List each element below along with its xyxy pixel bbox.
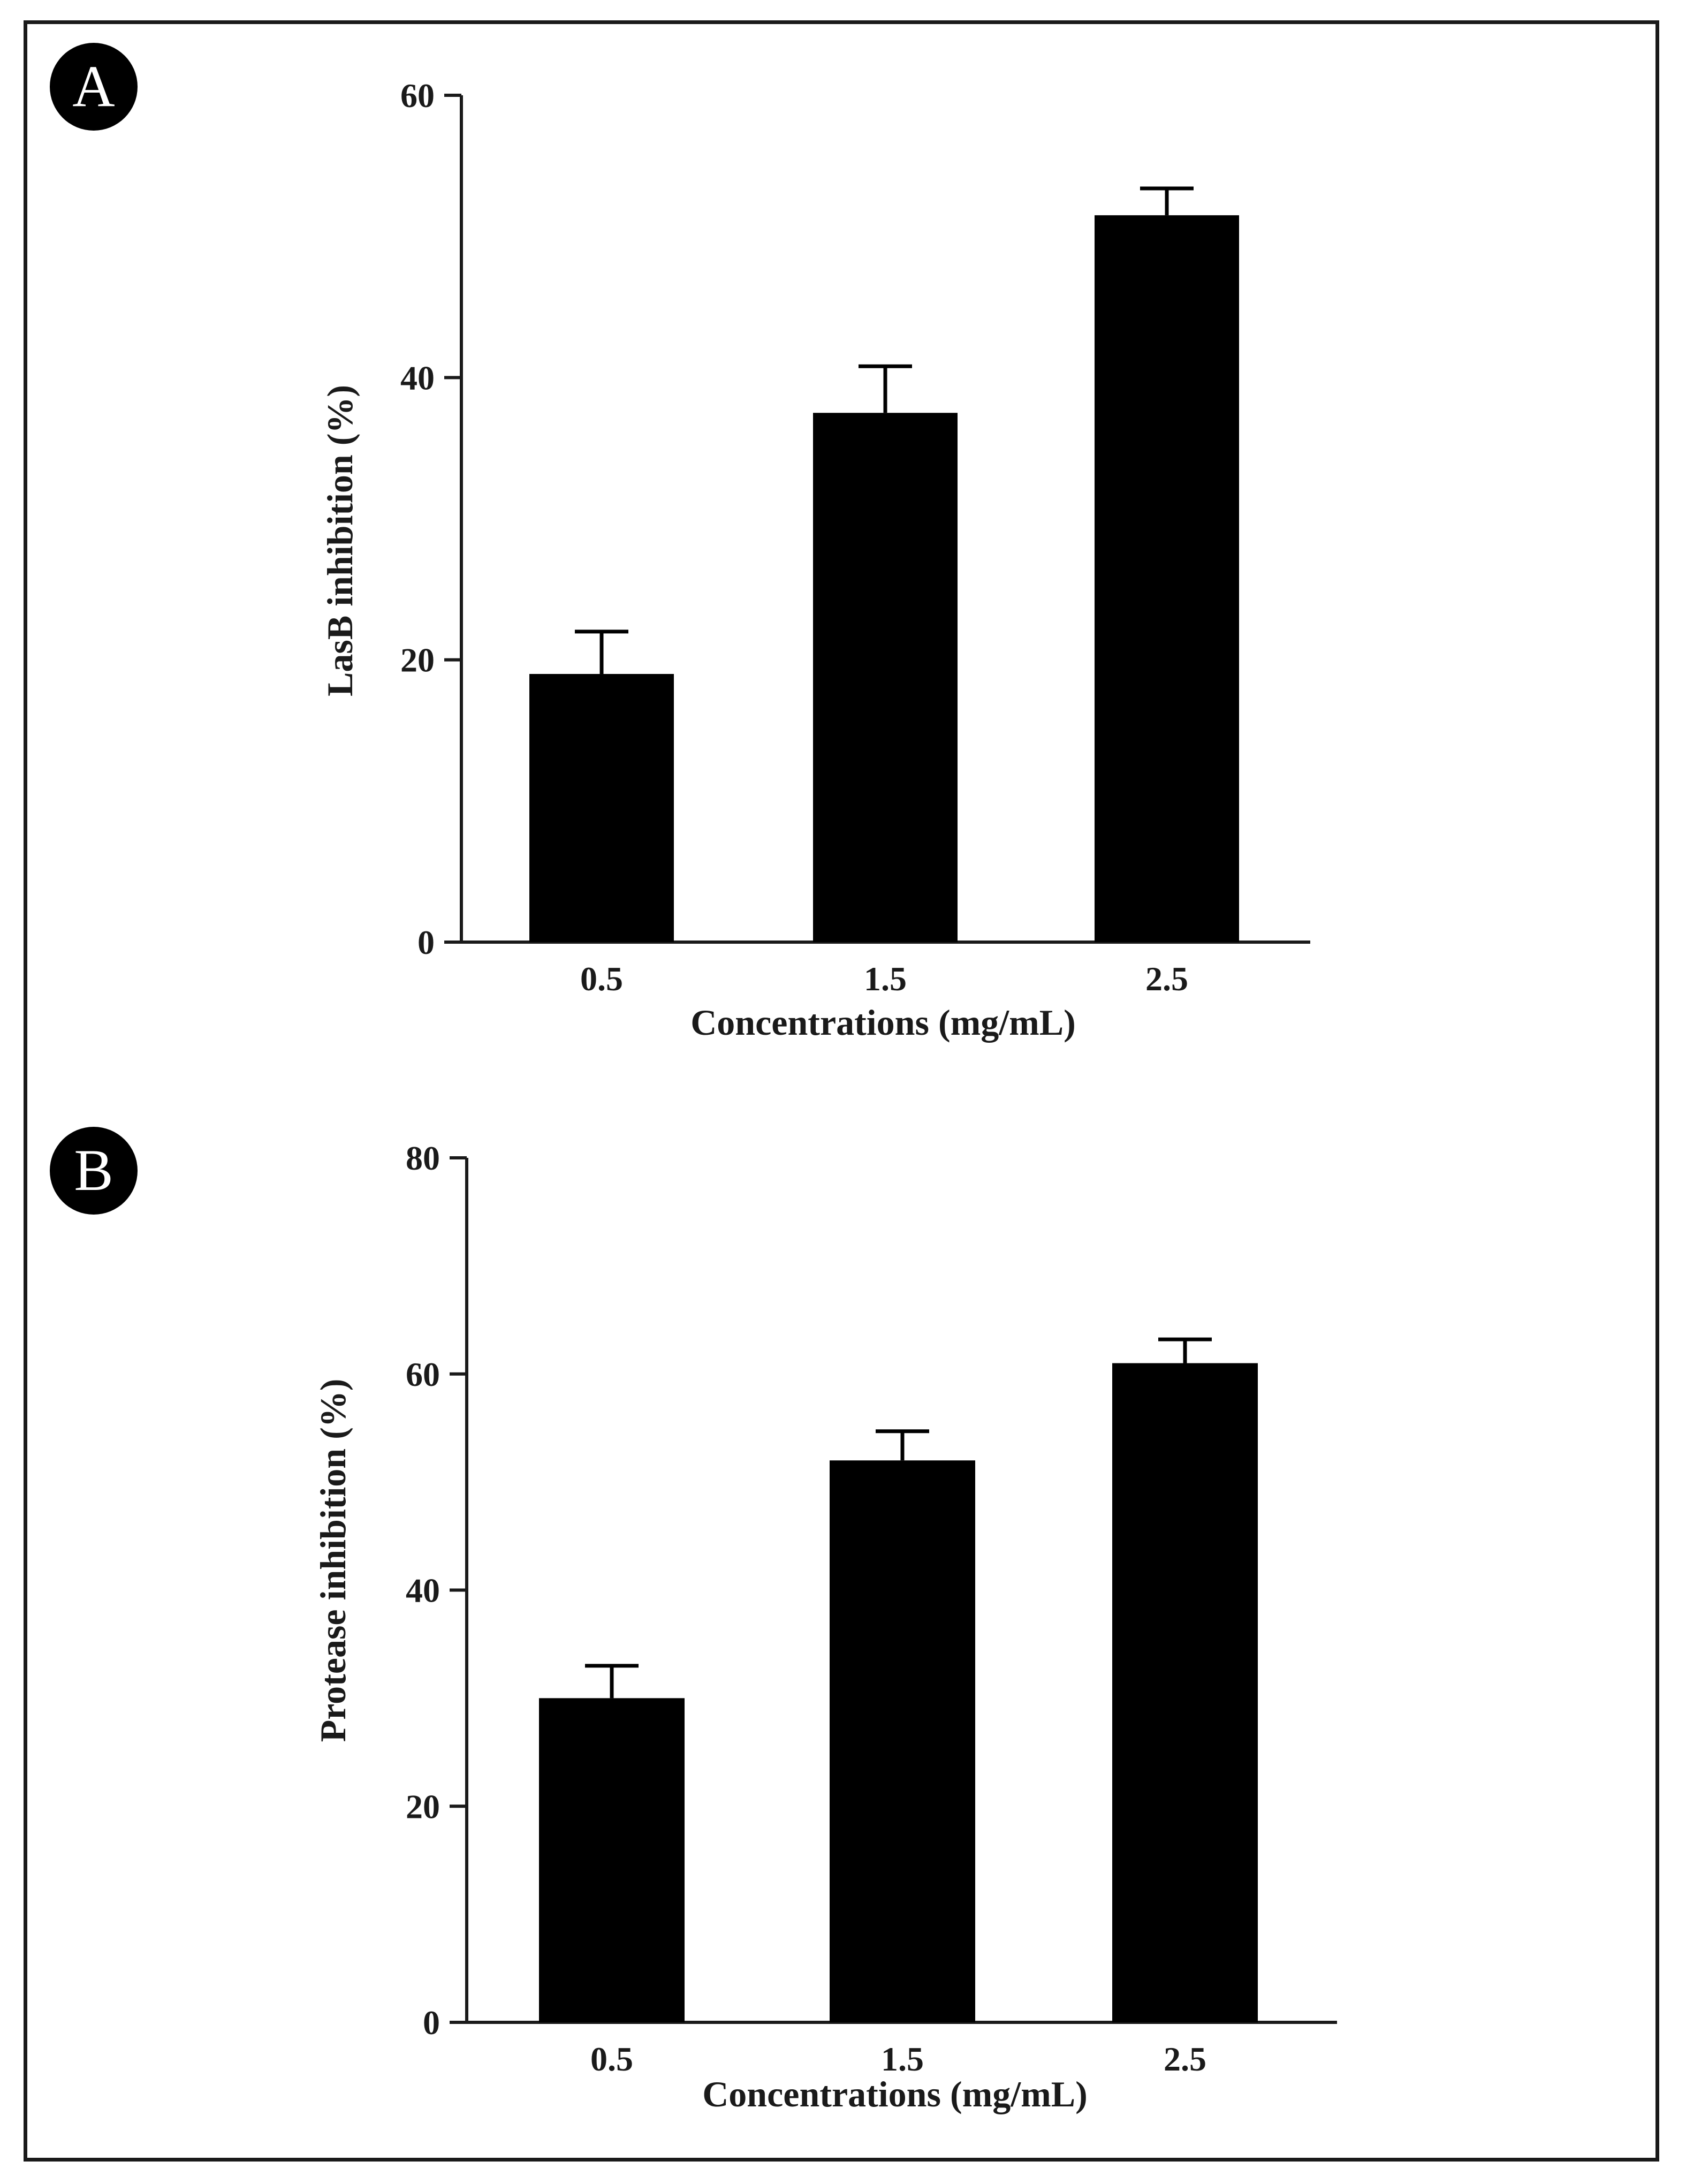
panel-a-y-tick-label: 0 [417,923,435,961]
panel-b-bar-2.5 [1112,1363,1258,2022]
figure-border [24,20,1659,2162]
panel-a: A 0 20 40 60 0.5 1.5 2.5 Concentrations (mg/mL… [50,43,1310,1043]
panel-a-x-tick-label: 2.5 [1145,960,1188,998]
panel-a-bar-0.5 [529,674,674,942]
panel-b-bar-1.5 [830,1460,975,2022]
panel-b-y-tick-label: 0 [423,2004,440,2042]
panel-a-y-tick-label: 60 [400,77,435,115]
panel-b-letter: B [74,1138,113,1203]
panel-b-y-tick-label: 60 [406,1355,440,1393]
panel-b-y-tick-label: 40 [406,1572,440,1610]
panel-a-y-tick-label: 40 [400,359,435,397]
panel-b-x-tick-label: 2.5 [1164,2040,1206,2078]
panel-b-x-axis-title: Concentrations (mg/mL) [702,2074,1088,2114]
panel-a-letter: A [72,54,115,119]
panel-b-x-tick-label: 1.5 [881,2040,924,2078]
panel-a-plot: 0 20 40 60 0.5 1.5 2.5 [400,77,1310,998]
panel-b-bar-0.5 [539,1698,685,2022]
panel-a-x-tick-label: 1.5 [864,960,907,998]
panel-a-x-tick-label: 0.5 [580,960,623,998]
panel-b-y-axis-title: Protease inhibition (%) [313,1379,353,1742]
panel-b-plot: 0 20 40 60 80 0.5 1.5 2.5 [406,1139,1337,2078]
panel-b-badge [50,1127,138,1215]
panel-a-y-axis-title: LasB inhibition (%) [320,385,360,696]
panel-b-x-tick-label: 0.5 [590,2040,633,2078]
panel-b: B 0 20 40 60 80 0.5 1.5 2.5 Concentrations (mg/… [50,1127,1337,2114]
panel-a-x-axis-title: Concentrations (mg/mL) [690,1002,1076,1043]
panel-b-y-tick-label: 80 [406,1139,440,1177]
panel-b-y-tick-label: 20 [406,1787,440,1825]
panel-a-y-tick-label: 20 [400,641,435,679]
panel-a-bar-2.5 [1095,215,1239,942]
panel-a-badge [50,43,138,131]
panel-a-bar-1.5 [813,413,958,942]
